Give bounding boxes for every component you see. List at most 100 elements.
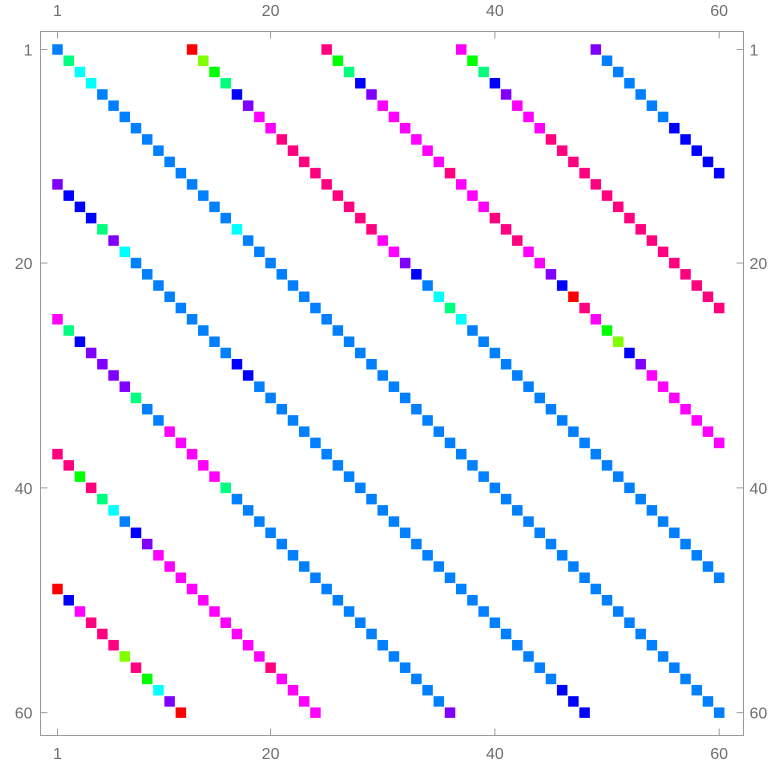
matrix-cell <box>579 167 590 179</box>
matrix-cell <box>52 448 63 460</box>
matrix-cell <box>399 122 411 134</box>
matrix-cell <box>422 145 433 156</box>
matrix-cell <box>523 651 534 662</box>
matrix-cell <box>635 358 646 370</box>
matrix-cell <box>613 606 624 617</box>
matrix-cell <box>85 77 97 89</box>
matrix-cell <box>85 212 97 224</box>
matrix-cell <box>265 662 276 673</box>
matrix-cell <box>691 415 703 426</box>
matrix-cell <box>399 662 411 673</box>
matrix-cell <box>444 437 456 449</box>
matrix-cell <box>624 212 635 224</box>
matrix-cell <box>74 336 86 347</box>
matrix-cell <box>119 651 131 662</box>
matrix-cell <box>590 583 602 595</box>
matrix-cell <box>467 595 478 606</box>
matrix-cell <box>624 77 635 89</box>
matrix-cell <box>444 167 456 179</box>
matrix-cell <box>512 100 523 111</box>
matrix-cell <box>422 684 433 696</box>
y-tick-label-left: 20 <box>15 256 33 273</box>
matrix-cell <box>467 325 478 336</box>
x-tick-label-bottom: 40 <box>486 746 504 763</box>
matrix-cell <box>691 550 703 561</box>
matrix-cell <box>310 167 321 179</box>
matrix-cell <box>680 538 691 550</box>
matrix-cell <box>265 392 276 404</box>
matrix-cell <box>276 134 288 145</box>
matrix-cell <box>568 426 579 437</box>
matrix-cell <box>444 707 456 718</box>
matrix-cell <box>680 269 691 280</box>
matrix-cell <box>74 606 86 617</box>
matrix-cell <box>613 336 624 347</box>
matrix-cell <box>298 561 310 572</box>
matrix-cell <box>231 358 243 370</box>
matrix-cell <box>209 336 220 347</box>
matrix-cell <box>231 493 243 505</box>
matrix-cell <box>298 156 310 168</box>
matrix-cell <box>635 224 646 235</box>
matrix-cell <box>220 617 231 628</box>
matrix-cell <box>74 471 86 482</box>
matrix-cell <box>545 403 557 415</box>
matrix-cell <box>108 235 119 246</box>
matrix-cell <box>556 550 568 561</box>
matrix-cell <box>534 392 545 404</box>
matrix-cell <box>713 302 725 314</box>
matrix-cell <box>478 336 489 347</box>
matrix-cell <box>287 280 299 291</box>
matrix-cell <box>635 493 646 505</box>
matrix-cell <box>153 280 164 291</box>
matrix-cell <box>702 561 714 572</box>
matrix-cell <box>500 224 512 235</box>
matrix-cell <box>455 448 467 460</box>
matrix-cell <box>680 134 691 145</box>
matrix-cell <box>209 201 220 213</box>
matrix-cell <box>366 89 377 100</box>
matrix-cell <box>433 426 445 437</box>
matrix-cell <box>467 55 478 66</box>
matrix-cell <box>97 224 108 235</box>
matrix-cell <box>669 122 680 134</box>
matrix-cell <box>388 381 400 392</box>
cell-layer <box>52 44 725 718</box>
matrix-cell <box>455 583 467 595</box>
y-tick-label-right: 60 <box>750 706 768 723</box>
matrix-cell <box>130 527 142 539</box>
matrix-cell <box>691 684 703 696</box>
matrix-cell <box>242 370 254 381</box>
x-tick-label-bottom: 20 <box>262 746 280 763</box>
matrix-cell <box>433 561 445 572</box>
matrix-cell <box>624 482 635 494</box>
y-tick-label-right: 1 <box>750 43 759 60</box>
matrix-cell <box>399 527 411 539</box>
matrix-cell <box>52 44 63 55</box>
matrix-cell <box>164 561 175 572</box>
matrix-cell <box>702 291 714 303</box>
matrix-cell <box>444 302 456 314</box>
matrix-cell <box>433 696 445 707</box>
matrix-cell <box>691 280 703 291</box>
matrix-cell <box>355 347 366 359</box>
matrix-cell <box>242 639 254 651</box>
matrix-cell <box>478 606 489 617</box>
matrix-cell <box>590 179 602 190</box>
matrix-cell <box>108 100 119 111</box>
matrix-cell <box>254 246 265 258</box>
matrix-cell <box>411 269 422 280</box>
matrix-cell <box>422 550 433 561</box>
matrix-cell <box>590 448 602 460</box>
matrix-cell <box>556 415 568 426</box>
matrix-cell <box>209 66 220 78</box>
matrix-cell <box>332 55 344 66</box>
matrix-cell <box>332 190 344 201</box>
matrix-cell <box>568 291 579 303</box>
matrix-cell <box>512 505 523 516</box>
matrix-cell <box>108 370 119 381</box>
matrix-cell <box>175 302 187 314</box>
matrix-cell <box>635 89 646 100</box>
matrix-cell <box>377 505 388 516</box>
